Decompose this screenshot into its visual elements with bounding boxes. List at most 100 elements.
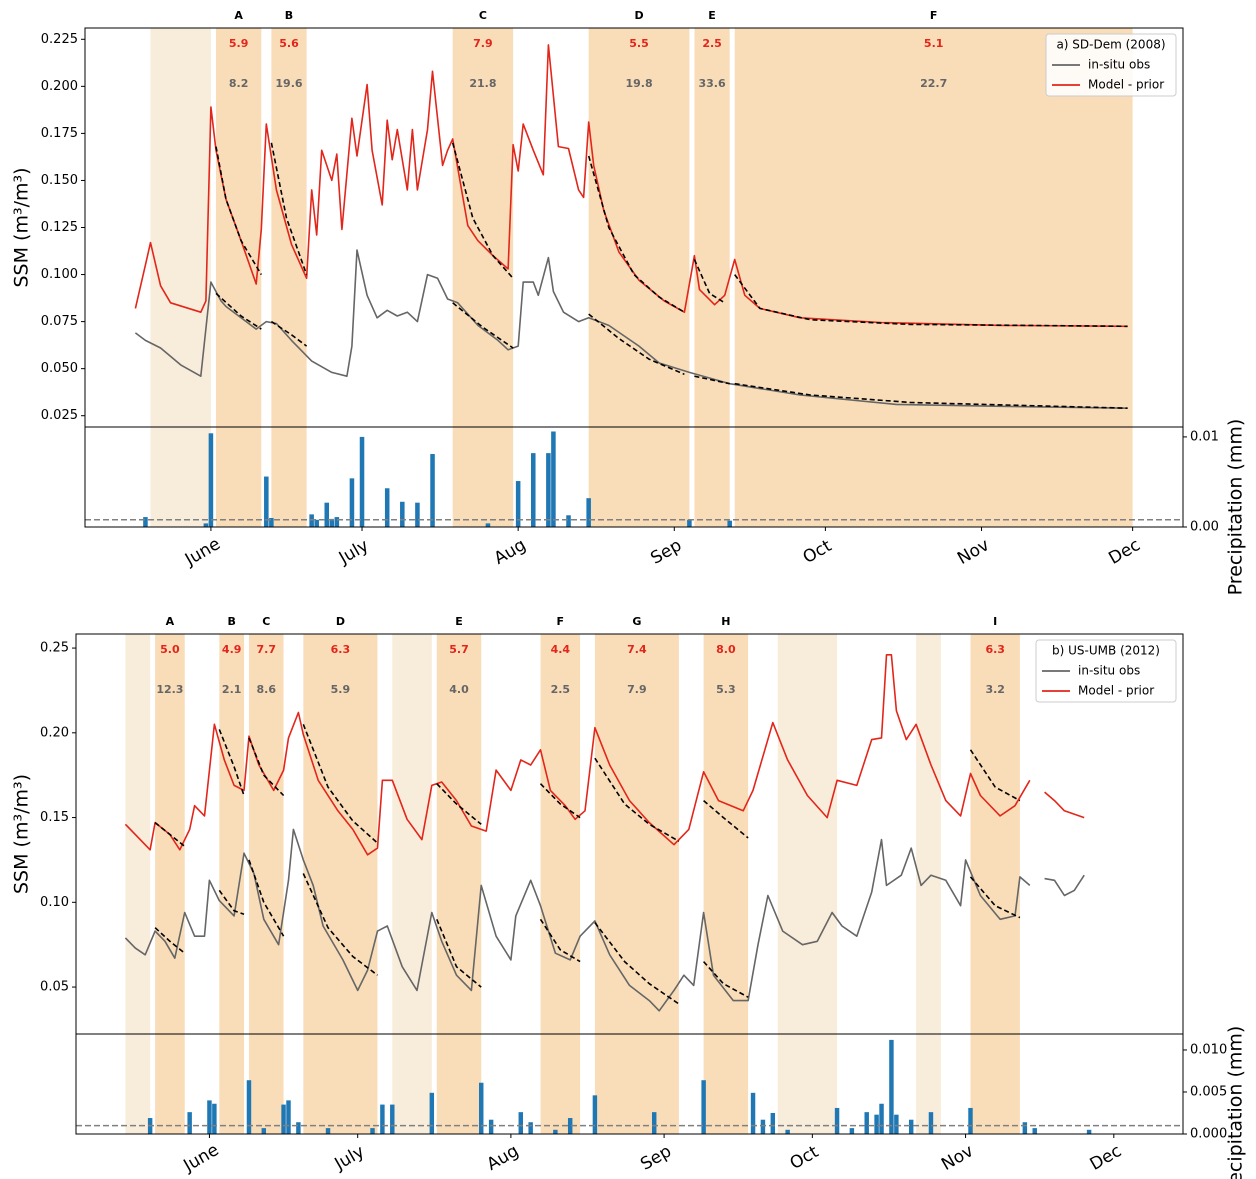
precip-bar	[187, 1112, 192, 1134]
precip-bar	[586, 498, 591, 527]
precip-bar	[687, 519, 692, 527]
y-tick-label: 0.05	[40, 980, 69, 995]
y-tick-label: 0.15	[40, 810, 69, 825]
precip-bar	[651, 1112, 657, 1134]
precip-bar	[246, 1080, 252, 1134]
legend-label: in-situ obs	[1088, 58, 1150, 72]
precip-bar	[269, 517, 274, 527]
axes-frame	[84, 27, 1184, 528]
model-tau: 7.7	[257, 643, 277, 656]
period-label: I	[993, 615, 997, 628]
y-tick-label: 0.10	[40, 895, 69, 910]
series-line	[134, 249, 1128, 409]
precip-bar	[551, 431, 556, 527]
x-tick-label: June	[180, 1140, 223, 1176]
period-shade	[219, 634, 245, 1134]
model-tau: 6.3	[331, 643, 351, 656]
y-tick-label: 0.100	[41, 267, 78, 282]
model-tau: 5.9	[229, 37, 249, 50]
precip-bar	[415, 502, 420, 527]
x-tick-label: Aug	[484, 1141, 523, 1175]
obs-tau: 3.2	[985, 683, 1005, 696]
period-shade	[777, 634, 838, 1134]
model-tau: 5.0	[160, 643, 180, 656]
x-tick-label: Nov	[938, 1141, 977, 1175]
model-tau: 5.1	[924, 37, 944, 50]
obs-tau: 12.3	[156, 683, 183, 696]
y2-tick-label: 0.01	[1190, 429, 1219, 444]
precip-bar	[488, 1119, 494, 1134]
precip-bar	[314, 519, 319, 527]
y2-tick-label: 0.00	[1190, 520, 1219, 535]
precip-bar	[908, 1119, 914, 1134]
x-tick-label: June	[181, 534, 224, 570]
period-shade	[150, 28, 211, 527]
period-label: H	[721, 615, 730, 628]
x-tick-label: July	[335, 536, 372, 569]
series-line	[124, 654, 1085, 856]
fit-line	[154, 859, 1021, 1005]
period-shade	[248, 634, 284, 1134]
y-tick-label: 0.125	[41, 220, 78, 235]
period-label: A	[166, 615, 175, 628]
y-tick-label: 0.25	[40, 641, 69, 656]
y-tick-label: 0.225	[41, 32, 78, 47]
legend-label: Model - prior	[1078, 684, 1154, 698]
precip-bar	[770, 1112, 776, 1134]
precip-bar	[208, 433, 214, 527]
precip-bar	[390, 1104, 395, 1134]
precip-bar	[864, 1112, 869, 1134]
period-label: F	[930, 9, 938, 22]
period-label: D	[634, 9, 643, 22]
precip-bar	[429, 1092, 435, 1134]
y-axis-label: SSM (m³/m³)	[11, 774, 33, 894]
period-shade	[436, 634, 482, 1134]
precip-bar	[264, 476, 269, 527]
precip-bar	[309, 514, 314, 527]
period-shade	[155, 634, 185, 1134]
period-label: B	[285, 9, 293, 22]
precip-bar	[334, 517, 340, 527]
precip-bar	[400, 501, 405, 527]
legend-box	[1035, 639, 1177, 703]
period-shade	[734, 28, 1133, 527]
precip-bar	[325, 1128, 331, 1134]
model-tau: 6.3	[985, 643, 1005, 656]
period-shade	[452, 28, 514, 527]
precip-bar	[485, 523, 491, 527]
precip-bar	[349, 478, 355, 527]
precip-bar	[1022, 1122, 1028, 1134]
y-axis-label: SSM (m³/m³)	[11, 167, 33, 287]
period-shade	[594, 634, 679, 1134]
precip-bar	[968, 1107, 973, 1134]
precip-bar	[430, 454, 435, 527]
y2-tick-label: 0.010	[1190, 1042, 1227, 1057]
precip-bar	[203, 523, 209, 527]
period-shade	[392, 634, 432, 1134]
precip-bar	[286, 1100, 291, 1134]
period-label: E	[708, 9, 716, 22]
precip-bar	[750, 1092, 756, 1134]
precip-bar	[834, 1107, 840, 1134]
obs-tau: 19.6	[275, 77, 302, 90]
model-tau: 7.9	[473, 37, 493, 50]
precip-bar	[894, 1114, 899, 1134]
period-label: C	[262, 615, 270, 628]
x-tick-label: Sep	[637, 1141, 675, 1174]
obs-tau: 19.8	[625, 77, 652, 90]
y-tick-label: 0.20	[40, 725, 69, 740]
precip-bar	[785, 1129, 790, 1134]
fit-line	[215, 142, 1128, 328]
period-label: F	[557, 615, 565, 628]
y-tick-label: 0.200	[41, 79, 78, 94]
obs-tau: 21.8	[469, 77, 496, 90]
period-shade	[303, 634, 378, 1134]
x-tick-label: Nov	[954, 535, 993, 569]
precip-bar	[143, 517, 148, 527]
precip-bar	[281, 1104, 286, 1134]
precip-bar	[889, 1039, 894, 1134]
legend-label: Model - prior	[1088, 78, 1164, 92]
period-shade	[125, 634, 151, 1134]
axes-frame	[75, 633, 1184, 1135]
x-tick-label: Oct	[800, 536, 836, 568]
